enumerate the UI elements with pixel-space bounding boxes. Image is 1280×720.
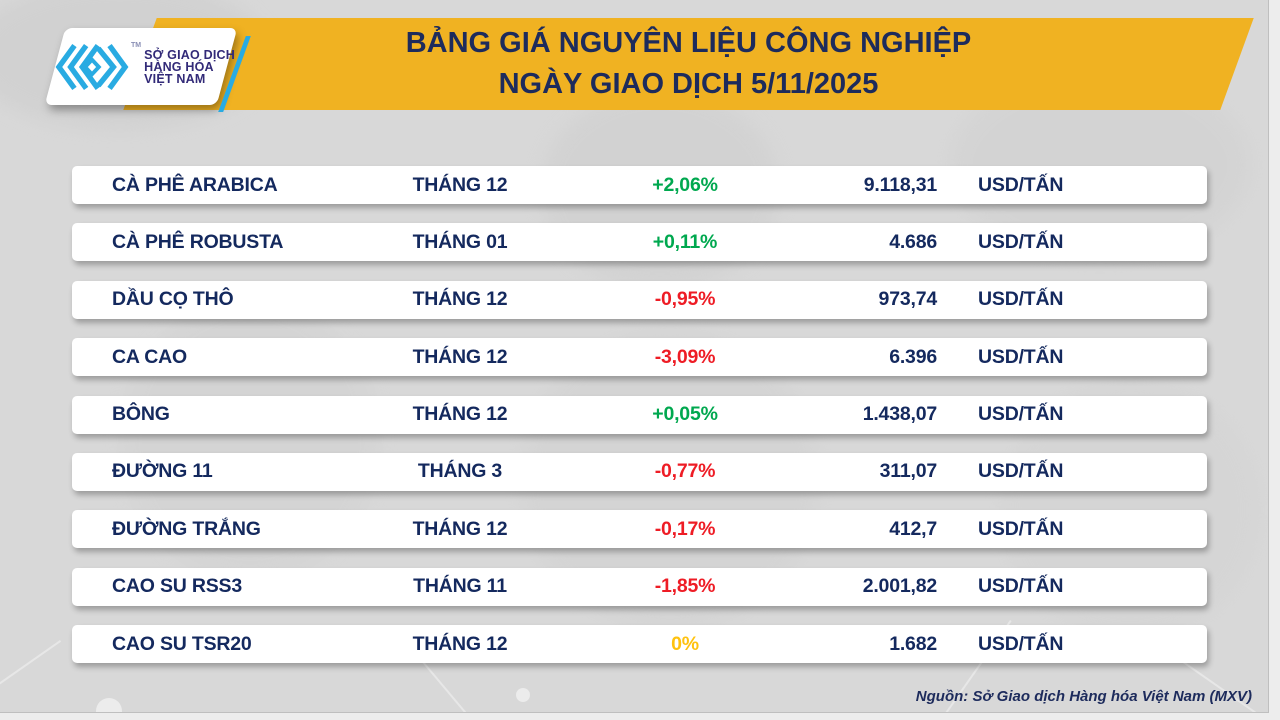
change-percent: 0%: [671, 632, 699, 655]
change-percent: -3,09%: [654, 345, 716, 368]
price-value: 4.686: [889, 230, 937, 253]
change-percent: -0,95%: [654, 288, 716, 311]
price-unit: USD/TẤN: [978, 460, 1064, 483]
table-row: CAO SU TSR20 THÁNG 12 0% 1.682 USD/TẤN: [72, 625, 1207, 664]
commodity-name: CAO SU RSS3: [112, 575, 242, 598]
contract-month: THÁNG 01: [412, 230, 508, 253]
page-subtitle-trading-date: NGÀY GIAO DỊCH 5/11/2025: [498, 68, 879, 100]
price-unit: USD/TẤN: [978, 345, 1064, 368]
price-table: CÀ PHÊ ARABICA THÁNG 12 +2,06% 9.118,31 …: [72, 166, 1207, 664]
commodity-name: CÀ PHÊ ARABICA: [112, 173, 278, 196]
price-unit: USD/TẤN: [978, 403, 1064, 426]
contract-month: THÁNG 12: [412, 288, 508, 311]
table-row: CÀ PHÊ ROBUSTA THÁNG 01 +0,11% 4.686 USD…: [72, 223, 1207, 262]
table-row: ĐƯỜNG TRẮNG THÁNG 12 -0,17% 412,7 USD/TẤ…: [72, 510, 1207, 549]
commodity-name: CÀ PHÊ ROBUSTA: [112, 230, 284, 253]
price-unit: USD/TẤN: [978, 517, 1064, 540]
price-value: 412,7: [889, 517, 937, 540]
commodity-name: CAO SU TSR20: [112, 632, 252, 655]
change-percent: +0,11%: [652, 230, 718, 253]
price-unit: USD/TẤN: [978, 288, 1064, 311]
network-dot: [96, 698, 122, 712]
page-title: BẢNG GIÁ NGUYÊN LIỆU CÔNG NGHIỆP: [405, 27, 972, 59]
price-value: 973,74: [878, 288, 938, 311]
table-row: BÔNG THÁNG 12 +0,05% 1.438,07 USD/TẤN: [72, 395, 1207, 434]
contract-month: THÁNG 12: [412, 517, 508, 540]
commodity-name: CA CAO: [112, 345, 187, 368]
mxv-logo: TM SỞ GIAO DỊCH HÀNG HÓA VIỆT NAM: [54, 40, 235, 94]
source-attribution: Nguồn: Sở Giao dịch Hàng hóa Việt Nam (M…: [915, 688, 1252, 705]
brand-name: SỞ GIAO DỊCH HÀNG HÓA VIỆT NAM: [144, 47, 235, 87]
trademark-symbol: TM: [131, 42, 142, 49]
table-row: CA CAO THÁNG 12 -3,09% 6.396 USD/TẤN: [72, 338, 1207, 377]
commodity-name: ĐƯỜNG TRẮNG: [112, 517, 261, 540]
contract-month: THÁNG 3: [417, 460, 503, 483]
price-value: 6.396: [889, 345, 937, 368]
change-percent: +2,06%: [652, 173, 718, 196]
contract-month: THÁNG 12: [412, 632, 508, 655]
change-percent: +0,05%: [652, 403, 718, 426]
title-banner: BẢNG GIÁ NGUYÊN LIỆU CÔNG NGHIỆP NGÀY GI…: [123, 18, 1254, 110]
brand-line: VIỆT NAM: [144, 72, 206, 87]
contract-month: THÁNG 12: [412, 345, 508, 368]
network-dot: [516, 688, 530, 702]
table-row: ĐƯỜNG 11 THÁNG 3 -0,77% 311,07 USD/TẤN: [72, 452, 1207, 491]
table-row: CAO SU RSS3 THÁNG 11 -1,85% 2.001,82 USD…: [72, 567, 1207, 606]
brand-line: SỞ GIAO DỊCH: [144, 47, 235, 62]
table-row: CÀ PHÊ ARABICA THÁNG 12 +2,06% 9.118,31 …: [72, 166, 1207, 204]
change-percent: -0,17%: [654, 517, 716, 540]
price-value: 1.438,07: [862, 403, 938, 426]
price-unit: USD/TẤN: [978, 575, 1064, 598]
mxv-chevron-diamond-icon: [55, 43, 129, 91]
price-unit: USD/TẤN: [978, 632, 1064, 655]
price-value: 1.682: [889, 632, 937, 655]
commodity-name: BÔNG: [112, 403, 170, 426]
contract-month: THÁNG 11: [413, 575, 507, 598]
contract-month: THÁNG 12: [412, 403, 508, 426]
price-value: 9.118,31: [863, 173, 937, 196]
price-unit: USD/TẤN: [978, 230, 1064, 253]
change-percent: -1,85%: [654, 575, 716, 598]
brand-line: HÀNG HÓA: [144, 59, 214, 74]
commodity-name: ĐƯỜNG 11: [112, 460, 213, 483]
price-value: 311,07: [879, 460, 938, 483]
network-line: [0, 640, 61, 712]
network-line: [420, 659, 505, 712]
commodity-name: DẦU CỌ THÔ: [112, 288, 234, 311]
change-percent: -0,77%: [654, 460, 716, 483]
price-unit: USD/TẤN: [978, 173, 1064, 196]
table-row: DẦU CỌ THÔ THÁNG 12 -0,95% 973,74 USD/TẤ…: [72, 280, 1207, 319]
contract-month: THÁNG 12: [412, 173, 508, 196]
title-banner-inner: BẢNG GIÁ NGUYÊN LIỆU CÔNG NGHIỆP NGÀY GI…: [140, 18, 1237, 110]
price-value: 2.001,82: [862, 575, 938, 598]
